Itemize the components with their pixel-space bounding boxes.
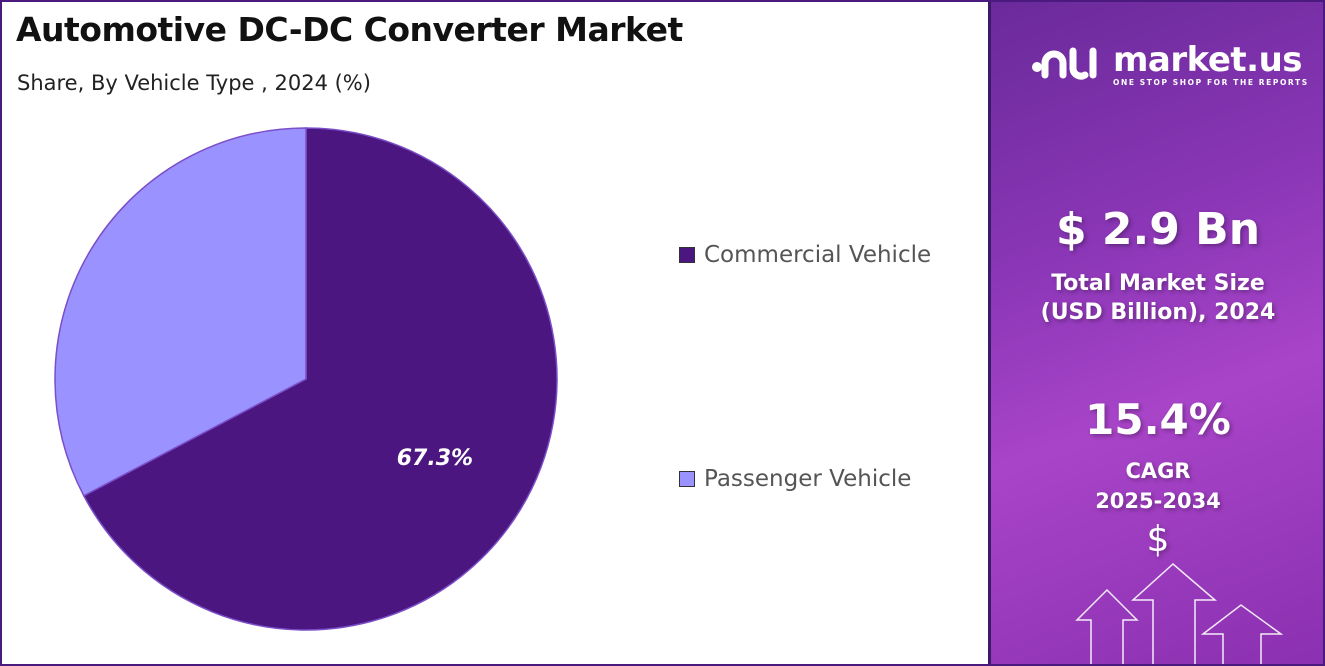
pie-slice-commercial-vehicle <box>82 127 558 631</box>
legend-swatch <box>679 247 695 263</box>
data-label: 67.3% <box>397 446 473 471</box>
legend-item-passenger: Passenger Vehicle <box>679 465 911 493</box>
cagr-label: CAGR <box>1125 459 1191 483</box>
cagr-period: 2025-2034 <box>1095 489 1221 513</box>
market-size-value: $ 2.9 Bn <box>1055 204 1261 255</box>
market-size-label-year: (USD Billion), 2024 <box>1040 300 1276 325</box>
brand-name: market.us <box>1113 40 1303 80</box>
market-size-label: Total Market Size <box>1051 271 1265 296</box>
summary-panel: market.us ONE STOP SHOP FOR THE REPORTS … <box>988 0 1325 666</box>
pie-chart: 67.3% <box>54 127 558 631</box>
chart-panel: Automotive DC-DC Converter Market Share,… <box>16 10 932 631</box>
pie-slice-passenger-vehicle <box>54 127 307 497</box>
chart-title: Automotive DC-DC Converter Market <box>16 10 683 49</box>
brand-tagline: ONE STOP SHOP FOR THE REPORTS <box>1113 78 1309 87</box>
legend-label: Passenger Vehicle <box>704 466 912 492</box>
legend-label: Commercial Vehicle <box>704 242 932 268</box>
logo-mark-icon <box>1032 47 1097 80</box>
cagr-value: 15.4% <box>1085 395 1231 444</box>
market-us-logo: market.us ONE STOP SHOP FOR THE REPORTS <box>1031 42 1309 88</box>
dollar-icon: $ <box>1146 519 1170 560</box>
chart-subtitle: Share, By Vehicle Type , 2024 (%) <box>17 71 371 95</box>
arrows-decoration-icon <box>1075 563 1284 666</box>
legend-swatch <box>679 471 695 487</box>
legend-item-commercial: Commercial Vehicle <box>679 241 931 269</box>
